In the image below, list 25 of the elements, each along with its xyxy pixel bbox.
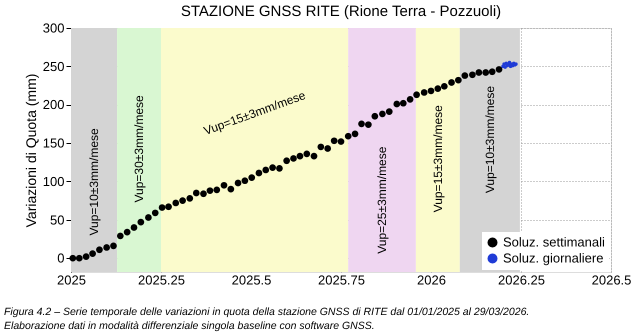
chart-title: STAZIONE GNSS RITE (Rione Terra - Pozzuoli) [180, 3, 502, 20]
band-label: Vup=25±3mm/mese [375, 146, 390, 254]
x-tick-label: 2025.75 [318, 272, 365, 288]
band-label: Vup=10±3mm/mese [482, 86, 497, 194]
text: Elaborazione dati in modalità differenziale singola baseline con software GNSS. [4, 320, 375, 332]
y-tick-label: 150 [42, 136, 64, 151]
legend-label: Soluz. settimanali [503, 234, 605, 250]
legend-label: Soluz. giornaliere [503, 250, 604, 266]
x-tick-label: 2026.5 [592, 272, 632, 288]
text: Figura 4.2 – Serie temporale delle variazioni in quota della stazione GNSS di RITE dal 01/01/2025 al 29/03/2026. [4, 306, 530, 318]
y-tick-label: 300 [42, 20, 64, 36]
band-label: Vup=10±3mm/mese [87, 128, 102, 236]
x-tick-label: 2025 [57, 272, 86, 288]
x-tick-label: 2026.25 [498, 272, 545, 288]
y-tick-label: 100 [42, 174, 64, 189]
x-tick-label: 2025.5 [232, 272, 272, 288]
band-label: Vup=30±3mm/mese [132, 95, 146, 203]
y-tick-label: 200 [42, 97, 64, 112]
y-tick-label: 0 [57, 250, 64, 266]
y-tick-label: 250 [42, 58, 64, 74]
x-tick-label: 2025.25 [138, 272, 185, 288]
y-axis-title: Variazioni di Quota (mm) [22, 74, 39, 228]
band-label: Vup=15±3mm/mese [430, 104, 445, 212]
x-tick-label: 2026 [417, 272, 446, 288]
y-tick-label: 50 [50, 212, 64, 228]
